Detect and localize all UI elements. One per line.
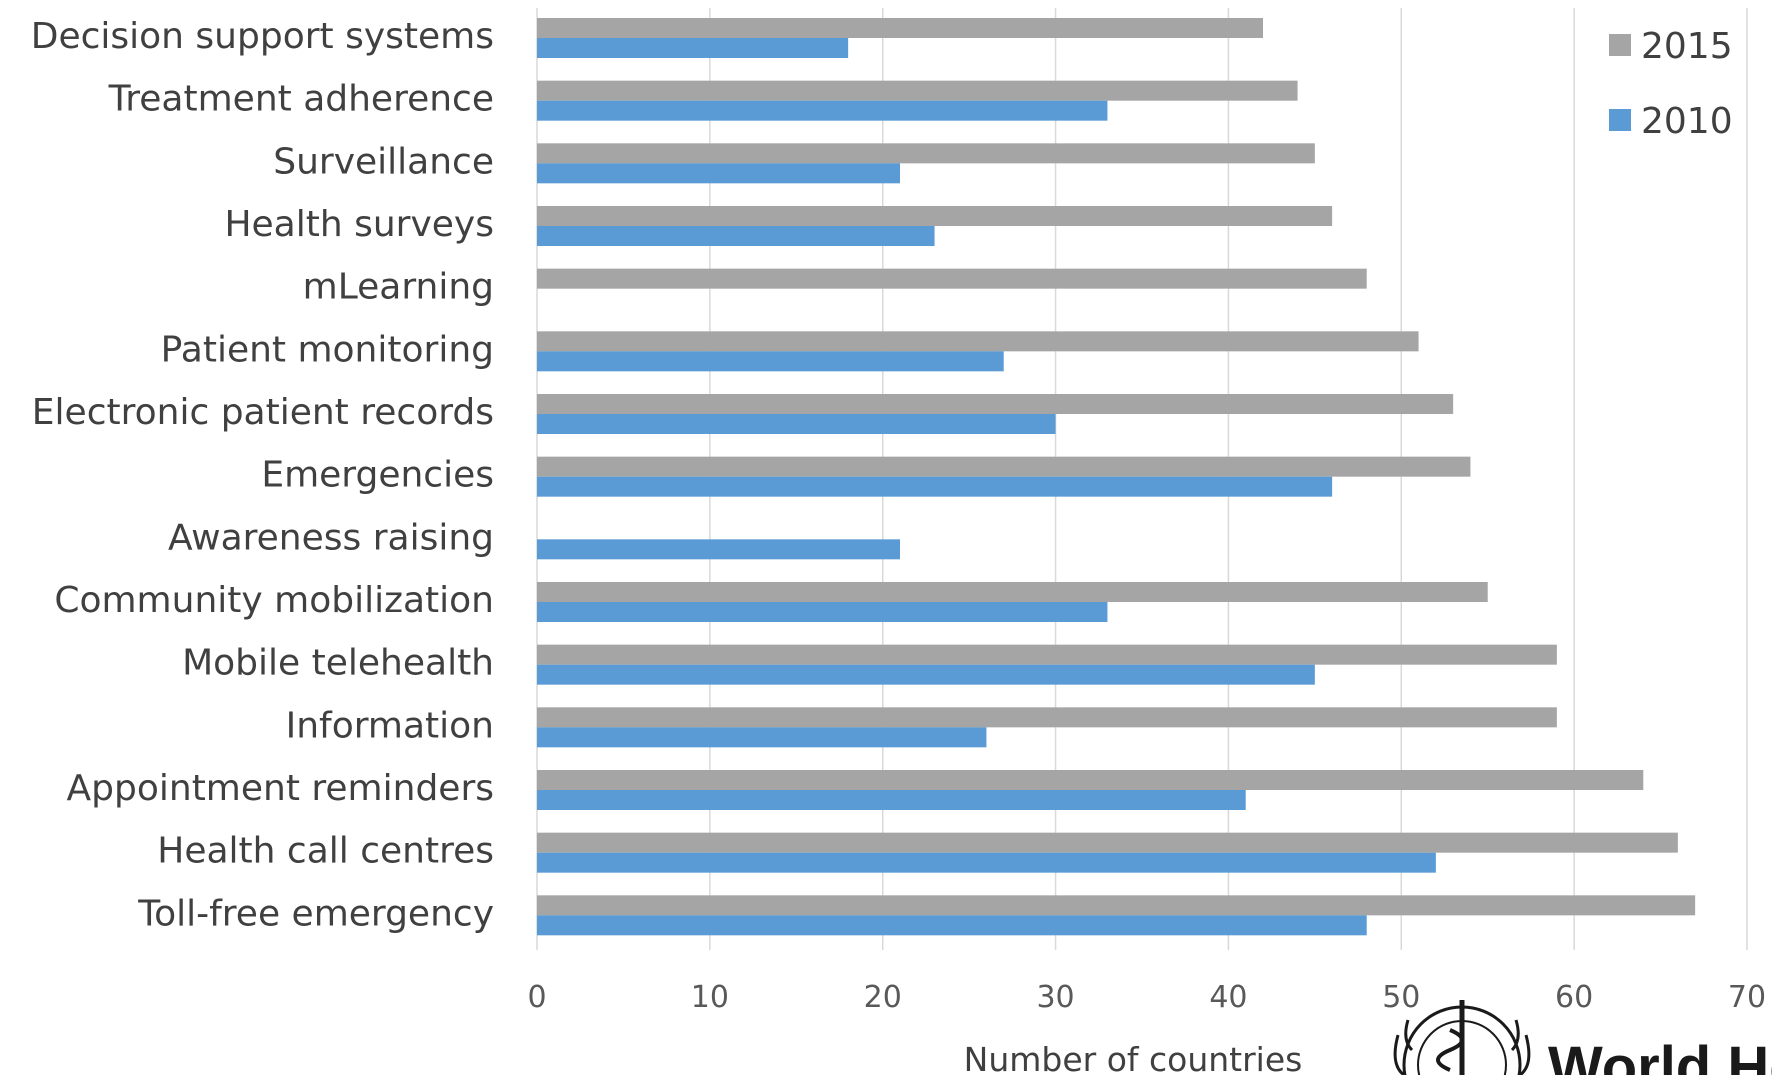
bar-2015-6 (537, 394, 1454, 414)
bar-2010-9 (537, 602, 1108, 622)
who-logo: World Hea (1393, 1000, 1772, 1075)
bar-2010-2 (537, 163, 900, 184)
bar-2010-11 (537, 727, 987, 748)
x-tick-30: 30 (1036, 980, 1074, 1015)
bar-2015-9 (537, 582, 1488, 602)
x-axis-title: Number of countries (964, 1040, 1303, 1075)
category-label: Information (286, 705, 494, 746)
bar-2015-2 (537, 143, 1315, 164)
category-label: Emergencies (261, 455, 494, 496)
bar-2010-10 (537, 664, 1315, 685)
x-tick-10: 10 (691, 980, 729, 1015)
bar-2015-10 (537, 644, 1557, 665)
category-labels: Decision support systems Treatment adhere… (31, 16, 494, 934)
bar-2015-11 (537, 707, 1557, 728)
who-logo-text: World Hea (1548, 1035, 1772, 1075)
who-emblem-icon (1393, 1000, 1531, 1075)
category-label: Health call centres (157, 831, 494, 872)
category-label: Health surveys (224, 204, 494, 245)
x-tick-50: 50 (1382, 980, 1420, 1015)
bar-2015-12 (537, 770, 1644, 790)
legend-label-2010: 2010 (1641, 101, 1733, 142)
legend-swatch-2010 (1609, 109, 1631, 131)
category-label: mLearning (303, 267, 494, 308)
bar-2015-4 (537, 268, 1367, 289)
category-label: Surveillance (273, 141, 494, 182)
x-tick-20: 20 (864, 980, 902, 1015)
category-label: Decision support systems (31, 16, 494, 57)
bar-2010-0 (537, 38, 849, 58)
bar-2015-13 (537, 832, 1678, 853)
bar-2010-3 (537, 226, 935, 246)
x-tick-40: 40 (1209, 980, 1247, 1015)
bar-2010-14 (537, 915, 1367, 936)
bar-2015-14 (537, 895, 1696, 916)
x-tick-0: 0 (527, 980, 546, 1015)
category-label: Treatment adherence (108, 79, 494, 120)
bar-2015-0 (537, 18, 1263, 38)
bar-2010-13 (537, 852, 1436, 873)
legend-label-2015: 2015 (1641, 26, 1733, 67)
bar-2010-12 (537, 790, 1246, 810)
category-label: Awareness raising (168, 517, 494, 558)
bar-2010-7 (537, 476, 1333, 497)
x-tick-60: 60 (1555, 980, 1593, 1015)
x-tick-70: 70 (1728, 980, 1766, 1015)
bar-2015-3 (537, 206, 1333, 226)
bar-2015-7 (537, 456, 1471, 477)
category-label: Electronic patient records (32, 392, 494, 433)
bar-2010-6 (537, 414, 1056, 434)
category-label: Mobile telehealth (182, 643, 494, 684)
bar-2010-1 (537, 100, 1108, 121)
bar-2015-1 (537, 80, 1298, 101)
bar-2010-5 (537, 351, 1004, 372)
x-tick-labels: 0 10 20 30 40 50 60 70 (527, 980, 1766, 1015)
category-label: Community mobilization (54, 580, 494, 621)
legend: 2015 2010 (1609, 26, 1733, 142)
category-label: Patient monitoring (161, 329, 494, 370)
legend-swatch-2015 (1609, 34, 1631, 56)
bar-2015-5 (537, 331, 1419, 352)
category-label: Toll-free emergency (137, 893, 494, 934)
bars (537, 18, 1696, 936)
category-label: Appointment reminders (67, 768, 494, 809)
bar-2010-8 (537, 539, 900, 560)
